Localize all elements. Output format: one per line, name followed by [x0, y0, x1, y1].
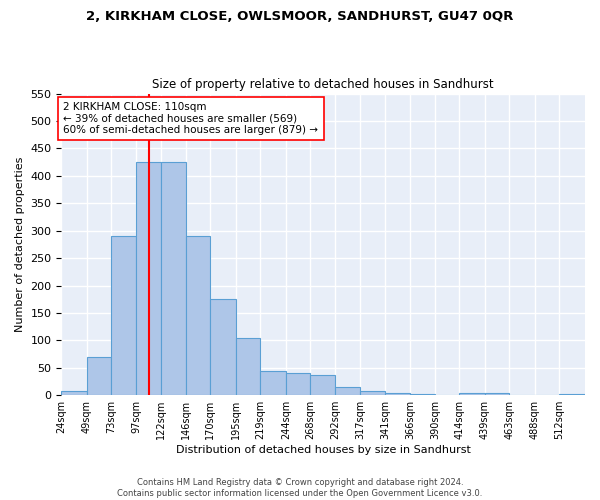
Bar: [61, 391, 87, 395]
X-axis label: Distribution of detached houses by size in Sandhurst: Distribution of detached houses by size …: [176, 445, 470, 455]
Bar: [485, 393, 509, 395]
Bar: [87, 357, 112, 395]
Bar: [385, 393, 410, 395]
Bar: [260, 371, 286, 395]
Bar: [186, 236, 211, 395]
Bar: [286, 374, 310, 395]
Bar: [361, 391, 385, 395]
Text: 2 KIRKHAM CLOSE: 110sqm
← 39% of detached houses are smaller (569)
60% of semi-d: 2 KIRKHAM CLOSE: 110sqm ← 39% of detache…: [64, 102, 319, 135]
Text: Contains HM Land Registry data © Crown copyright and database right 2024.
Contai: Contains HM Land Registry data © Crown c…: [118, 478, 482, 498]
Bar: [410, 394, 435, 395]
Bar: [310, 375, 335, 395]
Bar: [136, 162, 161, 395]
Bar: [460, 393, 485, 395]
Bar: [236, 338, 260, 395]
Bar: [559, 394, 585, 395]
Bar: [161, 162, 186, 395]
Bar: [112, 236, 136, 395]
Bar: [211, 299, 236, 395]
Y-axis label: Number of detached properties: Number of detached properties: [15, 156, 25, 332]
Bar: [335, 387, 361, 395]
Title: Size of property relative to detached houses in Sandhurst: Size of property relative to detached ho…: [152, 78, 494, 91]
Text: 2, KIRKHAM CLOSE, OWLSMOOR, SANDHURST, GU47 0QR: 2, KIRKHAM CLOSE, OWLSMOOR, SANDHURST, G…: [86, 10, 514, 23]
